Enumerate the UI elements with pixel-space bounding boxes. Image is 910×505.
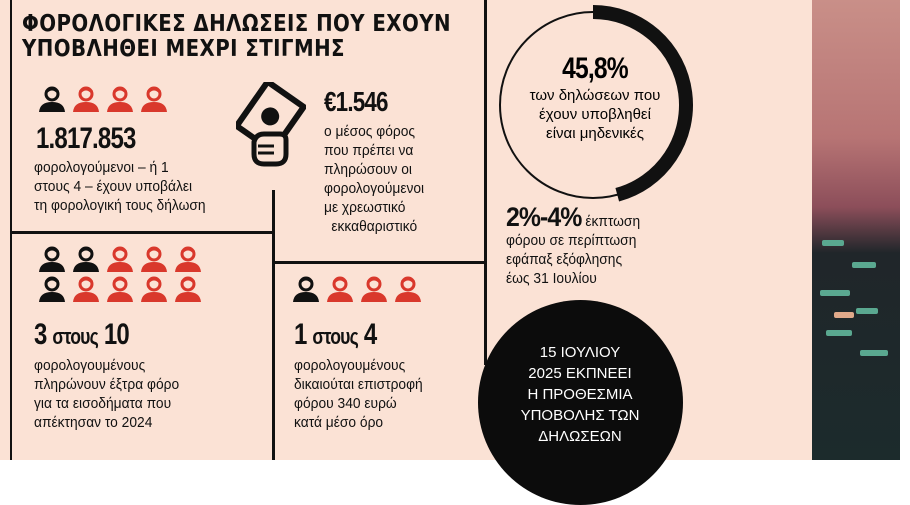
discount-text: 2%-4% έκπτωση φόρου σε περίπτωση εφάπαξ ε… [506, 202, 641, 288]
divider [10, 0, 12, 460]
page-title: ΦΟΡΟΛΟΓΙΚΕΣ ΔΗΛΩΣΕΙΣ ΠΟΥ ΕΧΟΥΝ ΥΠΟΒΛΗΘΕΙ… [22, 12, 451, 62]
block1-text: φορολογούμενοι – ή 1 στους 4 – έχουν υποβ… [34, 159, 206, 214]
block3-text: φορολογουμένους πληρώνουν έξτρα φόρο για τ… [34, 357, 180, 431]
ring-progress-arc [592, 5, 693, 202]
block4-text: φορολογουμένους δικαιούται επιστροφή φόρου… [294, 357, 423, 431]
block2-text: ο μέσος φόρος που πρέπει να πληρώσουν οι φο… [324, 123, 425, 235]
person-icon [107, 276, 133, 302]
person-icon [141, 86, 167, 112]
divider [484, 0, 487, 365]
people-icons [38, 276, 202, 302]
person-icon [73, 246, 99, 272]
zero-returns-ring [499, 5, 693, 202]
person-icon [39, 276, 65, 302]
ratio-3-in-10: 3 στους 10 [34, 318, 130, 351]
divider [272, 190, 275, 460]
person-icon [107, 246, 133, 272]
taxpayers-count: 1.817.853 [36, 122, 136, 155]
person-icon [141, 246, 167, 272]
people-icons [292, 276, 422, 302]
person-icon [141, 276, 167, 302]
person-icon [293, 276, 319, 302]
money-hand-icon [236, 82, 306, 167]
person-icon [175, 276, 201, 302]
divider [10, 231, 272, 234]
person-icon [395, 276, 421, 302]
photo-hands-calculator [812, 0, 900, 460]
person-icon [39, 246, 65, 272]
title-line: ΦΟΡΟΛΟΓΙΚΕΣ ΔΗΛΩΣΕΙΣ ΠΟΥ ΕΧΟΥΝ [22, 11, 451, 37]
person-icon [175, 246, 201, 272]
average-tax: €1.546 [324, 86, 389, 117]
people-icons [38, 86, 168, 112]
title-line: ΥΠΟΒΛΗΘΕΙ ΜΕΧΡΙ ΣΤΙΓΜΗΣ [22, 36, 346, 62]
person-icon [73, 276, 99, 302]
deadline-text: 15 ΙΟΥΛΙΟΥ 2025 ΕΚΠΝΕΕΙ Η ΠΡΟΘΕΣΜΙΑ ΥΠΟΒΟΛΗ… [520, 344, 640, 445]
ring-label: 45,8% των δηλώσεων που έχουν υποβληθεί ε… [529, 52, 661, 142]
person-icon [73, 86, 99, 112]
person-icon [107, 86, 133, 112]
people-icons [38, 246, 202, 272]
divider [272, 261, 486, 264]
ratio-1-in-4: 1 στους 4 [294, 318, 377, 351]
person-icon [361, 276, 387, 302]
person-icon [327, 276, 353, 302]
person-icon [39, 86, 65, 112]
